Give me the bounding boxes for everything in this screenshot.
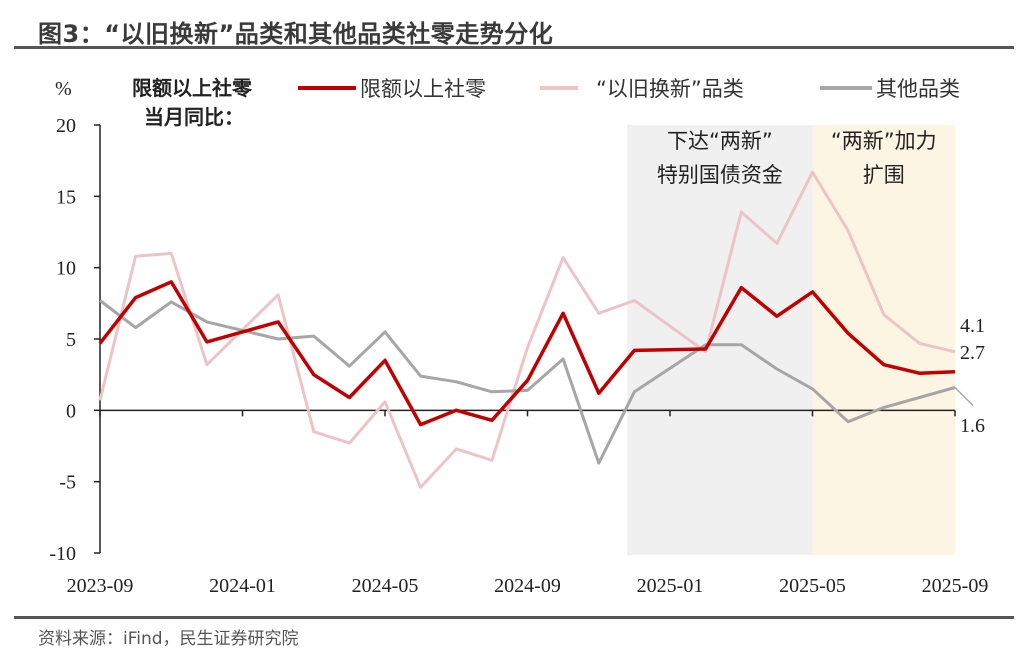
x-tick-label: 2024-09 [494,575,561,597]
legend-label-tradein: “以旧换新”品类 [596,77,744,101]
y-tick-label: -10 [49,543,76,565]
y-tick-label: 5 [66,329,76,351]
y-tick-label: 20 [56,115,76,137]
legend: 限额以上社零 “以旧换新”品类 其他品类 [298,77,960,101]
source-note: 资料来源：iFind，民生证券研究院 [38,629,299,649]
x-tick-label: 2025-09 [922,575,989,597]
y-tick-label: 15 [56,186,76,208]
end-value-label-retail: 2.7 [960,342,985,364]
y-tick-label: -5 [59,472,76,494]
span-annotation-1-line-0: “两新”加力 [831,129,937,153]
end-value-label-other: 1.6 [960,415,985,437]
label-leader-line [954,386,974,407]
chart-subtitle-line-2: 当月同比： [144,105,244,129]
end-value-label-tradein: 4.1 [960,315,985,337]
x-tick-label: 2024-05 [352,575,419,597]
chart-subtitle-line-1: 限额以上社零 [132,76,253,100]
x-tick-label: 2025-01 [637,575,704,597]
x-tick-label: 2025-05 [779,575,846,597]
y-tick-label: 0 [66,400,76,422]
span-annotation-0-line-0: 下达“两新” [667,129,773,153]
y-unit-label: % [55,78,72,100]
figure-title: 图3：“以旧换新”品类和其他品类社零走势分化 [38,20,554,48]
x-tick-label: 2023-09 [67,575,134,597]
shaded-span-0 [627,125,813,555]
legend-label-other: 其他品类 [876,77,960,101]
legend-label-retail: 限额以上社零 [360,77,486,101]
x-tick-label: 2024-01 [209,575,276,597]
title-divider [14,46,1014,49]
y-tick-label: 10 [56,258,76,280]
shaded-span-1 [812,125,955,555]
span-annotation-0-line-1: 特别国债资金 [657,163,783,187]
footer-divider [14,616,1014,619]
span-annotation-1-line-1: 扩围 [863,163,905,187]
